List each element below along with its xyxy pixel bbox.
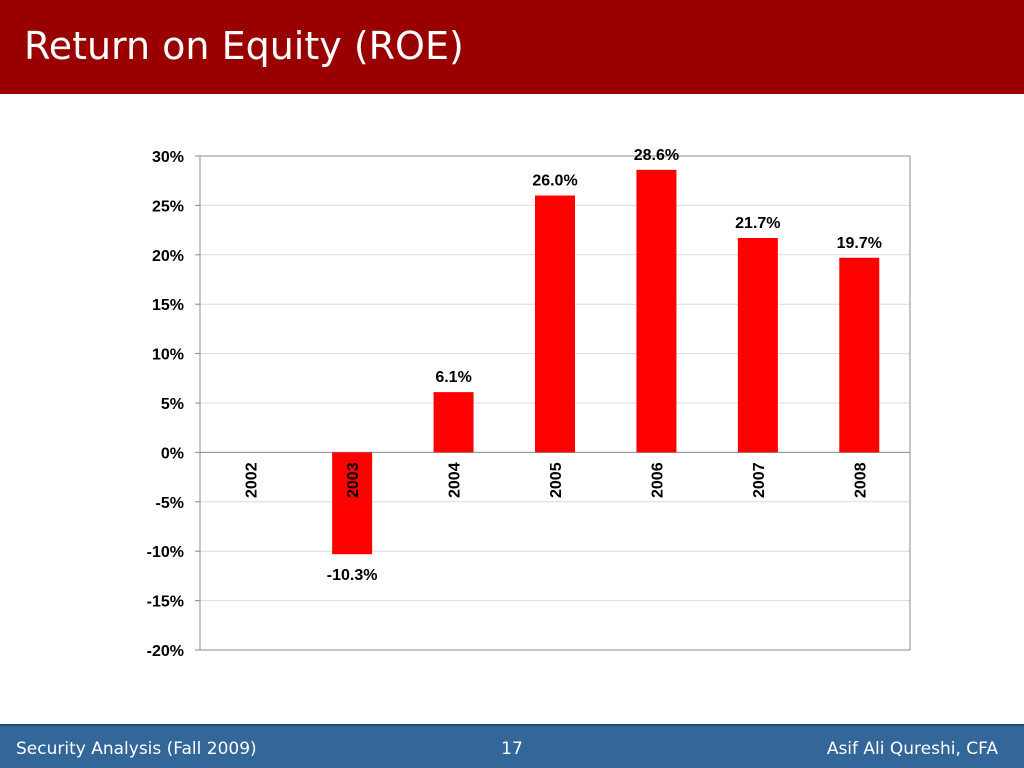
slide-title: Return on Equity (ROE) [24, 24, 464, 68]
x-category-label: 2003 [345, 462, 362, 498]
x-category-label: 2005 [548, 462, 565, 498]
y-tick-label: 10% [152, 347, 184, 364]
bar-2003 [332, 452, 373, 555]
bar-2007 [737, 238, 778, 453]
chart-area: 30% 25% 20% 15% 10% 5% 0% -5% -10% -15% -20% 2002 -1… [0, 94, 1024, 724]
roe-bar-chart: 30% 25% 20% 15% 10% 5% 0% -5% -10% -15% -20% 2002 -1… [147, 147, 911, 660]
bar-2006 [636, 169, 677, 453]
bar-2004 [433, 392, 474, 453]
y-tick-label: 0% [161, 445, 184, 462]
y-tick-label: 30% [152, 149, 184, 166]
data-label-2005: 26.0% [532, 173, 577, 190]
page-number: 17 [501, 739, 523, 759]
y-tick-label: 25% [152, 198, 184, 215]
data-label-2008: 19.7% [837, 235, 882, 252]
data-label-2004: 6.1% [435, 369, 471, 386]
x-category-label: 2007 [751, 462, 768, 498]
data-label-2007: 21.7% [735, 215, 780, 232]
y-tick-label: 5% [161, 396, 184, 413]
x-category-label: 2008 [852, 462, 869, 498]
bar-2005 [535, 195, 575, 453]
bar-2008 [839, 257, 880, 453]
y-tick-label: -10% [147, 544, 184, 561]
course-name: Security Analysis (Fall 2009) [16, 739, 257, 759]
y-tick-label: 15% [152, 297, 184, 314]
data-label-2003: -10.3% [327, 567, 378, 584]
author-name: Asif Ali Qureshi, CFA [826, 739, 998, 759]
title-bar: Return on Equity (ROE) [0, 0, 1024, 94]
footer-bar: Security Analysis (Fall 2009) 17 Asif Al… [0, 724, 1024, 768]
y-tick-label: -5% [156, 495, 184, 512]
x-category-label: 2004 [447, 462, 464, 498]
x-category-label: 2006 [649, 462, 666, 498]
y-tick-label: -15% [147, 594, 184, 611]
data-label-2006: 28.6% [634, 147, 679, 164]
y-tick-label: -20% [147, 643, 184, 660]
x-category-label: 2002 [244, 462, 261, 498]
y-tick-label: 20% [152, 248, 184, 265]
